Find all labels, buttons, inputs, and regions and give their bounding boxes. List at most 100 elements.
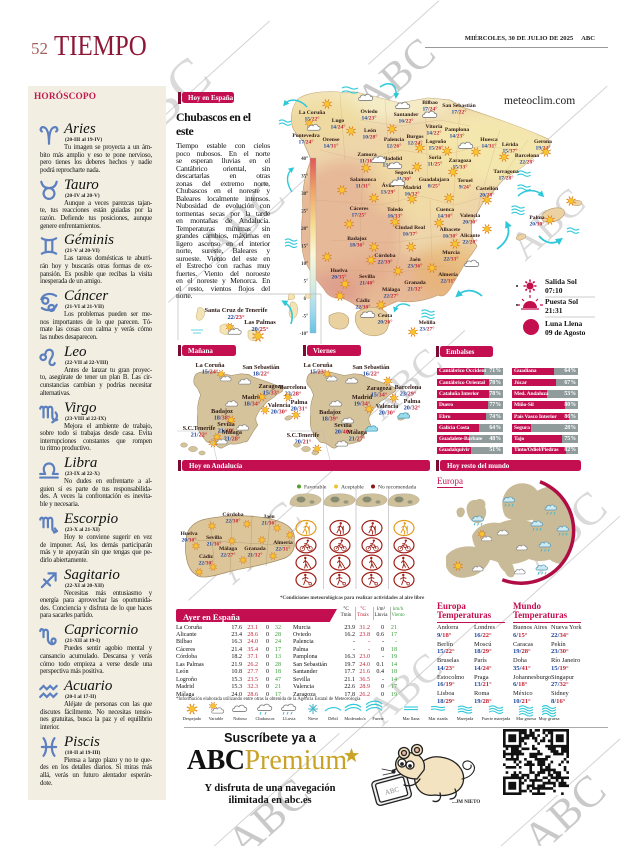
svg-text:22/30°: 22/30° (356, 304, 371, 311)
svg-text:22/33°: 22/33° (444, 256, 459, 263)
svg-text:Lérida: Lérida (502, 142, 518, 148)
svg-text:16/22°: 16/22° (363, 371, 380, 378)
svg-text:15/22°: 15/22° (305, 116, 320, 123)
svg-text:Oviedo: Oviedo (360, 109, 377, 115)
svg-text:LLuvia: LLuvia (283, 716, 296, 721)
svg-text:Zaragoza: Zaragoza (258, 383, 283, 390)
svg-text:Zaragoza: Zaragoza (449, 158, 472, 164)
svg-text:Puesta Sol: Puesta Sol (545, 297, 578, 306)
svg-text:Jaén: Jaén (263, 514, 275, 520)
svg-text:Santander: Santander (394, 112, 419, 118)
svg-text:Málaga: Málaga (219, 546, 237, 552)
svg-text:5°: 5° (304, 280, 308, 285)
svg-text:Sevilla: Sevilla (206, 535, 222, 541)
svg-text:Barcelona: Barcelona (395, 384, 422, 391)
svg-text:14/23°: 14/23° (362, 115, 377, 122)
svg-text:20/26°: 20/26° (378, 319, 393, 326)
svg-text:Luna Llena: Luna Llena (545, 319, 583, 328)
svg-text:22/28°: 22/28° (520, 159, 535, 166)
svg-text:La Coruña: La Coruña (195, 362, 224, 369)
svg-text:15/33°: 15/33° (453, 164, 468, 171)
svg-text:Ávila: Ávila (382, 181, 395, 189)
svg-text:09 de Agosto: 09 de Agosto (545, 328, 586, 337)
svg-text:21/32°: 21/32° (408, 286, 423, 293)
svg-text:La Coruña: La Coruña (303, 362, 332, 369)
svg-text:14/31°: 14/31° (482, 143, 497, 150)
svg-text:15°: 15° (301, 245, 308, 250)
svg-text:Zaragoza: Zaragoza (366, 385, 391, 392)
svg-text:Huelva: Huelva (330, 268, 347, 274)
svg-text:20/35°: 20/35° (332, 274, 347, 281)
svg-text:20/30°: 20/30° (379, 410, 396, 417)
svg-text:16/32°: 16/32° (405, 191, 420, 198)
svg-text:-10°: -10° (300, 332, 308, 337)
svg-text:Valencia: Valencia (268, 402, 290, 409)
svg-text:19/34°: 19/34° (354, 401, 371, 408)
svg-text:20°: 20° (301, 227, 308, 232)
svg-text:Tarragona: Tarragona (493, 169, 518, 175)
svg-text:11/31°: 11/31° (356, 183, 371, 190)
svg-text:Mar gruesa: Mar gruesa (516, 716, 536, 721)
svg-text:14/31°: 14/31° (324, 143, 339, 150)
svg-text:Variable: Variable (209, 716, 224, 721)
svg-text:19/24°: 19/24° (536, 145, 551, 152)
svg-text:12/26°: 12/26° (387, 143, 402, 150)
svg-text:Huesca: Huesca (480, 137, 498, 143)
svg-text:18/34°: 18/34° (244, 401, 261, 408)
svg-text:Badajoz: Badajoz (319, 409, 341, 416)
svg-text:13/29°: 13/29° (381, 189, 396, 196)
svg-text:ABC: ABC (384, 785, 400, 797)
svg-text:Muy gruesa: Muy gruesa (539, 716, 560, 721)
svg-text:Débil: Débil (328, 716, 339, 721)
svg-text:21/32°: 21/32° (248, 552, 263, 559)
svg-text:Castellón: Castellón (476, 186, 499, 192)
svg-text:Mar llana: Mar llana (403, 716, 420, 721)
svg-text:20/31°: 20/31° (291, 406, 308, 413)
svg-text:25°: 25° (301, 210, 308, 215)
svg-text:Almería: Almería (273, 540, 293, 546)
svg-text:22/30°: 22/30° (199, 560, 214, 567)
svg-text:Bilbao: Bilbao (422, 100, 438, 106)
svg-text:23/27°: 23/27° (420, 326, 435, 333)
svg-text:Melilla: Melilla (419, 320, 436, 326)
svg-text:León: León (364, 128, 377, 134)
svg-text:Granada: Granada (404, 280, 426, 286)
svg-text:Palencia: Palencia (384, 137, 404, 143)
svg-text:8/25°: 8/25° (428, 183, 440, 190)
svg-text:Madrid: Madrid (242, 394, 263, 401)
svg-text:Despejado: Despejado (183, 716, 202, 721)
svg-text:20/21°: 20/21° (295, 439, 312, 446)
svg-text:Ciudad Real: Ciudad Real (395, 225, 425, 231)
svg-text:16/30°: 16/30° (443, 233, 458, 240)
svg-text:17/25°: 17/25° (352, 212, 367, 219)
svg-text:20/28°: 20/28° (480, 192, 495, 199)
svg-text:Madrid: Madrid (352, 394, 373, 401)
svg-text:Marejada: Marejada (457, 716, 474, 721)
svg-text:9/24°: 9/24° (459, 184, 471, 191)
svg-text:Nieve: Nieve (308, 716, 319, 721)
svg-text:Segovia: Segovia (395, 170, 414, 176)
svg-text:16/22°: 16/22° (399, 118, 414, 125)
svg-text:11/25°: 11/25° (428, 161, 443, 168)
svg-text:Santa Cruz de Tenerife: Santa Cruz de Tenerife (204, 307, 267, 314)
svg-text:Valladolid: Valladolid (378, 156, 403, 162)
svg-text:22/31°: 22/31° (276, 546, 291, 553)
svg-text:16/33°: 16/33° (388, 213, 403, 220)
svg-text:Sevilla: Sevilla (334, 422, 352, 429)
svg-text:21:31: 21:31 (545, 306, 563, 315)
svg-text:14/22°: 14/22° (427, 130, 442, 137)
svg-text:15/37°: 15/37° (503, 148, 518, 155)
svg-text:12/24°: 12/24° (408, 140, 423, 147)
svg-text:Alicante: Alicante (460, 233, 480, 239)
svg-text:17/22°: 17/22° (452, 109, 467, 116)
svg-text:21/22°: 21/22° (191, 432, 208, 439)
svg-text:Málaga: Málaga (222, 429, 242, 436)
svg-text:20/32°: 20/32° (404, 405, 421, 412)
svg-text:Valencia: Valencia (376, 403, 398, 410)
svg-text:Burgos: Burgos (406, 134, 424, 140)
svg-text:18/39°: 18/39° (322, 416, 339, 423)
svg-text:*Condiciones meteorológicas pa: *Condiciones meteorológicas para realiza… (280, 595, 425, 601)
svg-text:Salamanca: Salamanca (350, 177, 376, 183)
svg-text:Murcia: Murcia (442, 250, 460, 256)
svg-text:Fuerte marejada: Fuerte marejada (482, 716, 510, 721)
